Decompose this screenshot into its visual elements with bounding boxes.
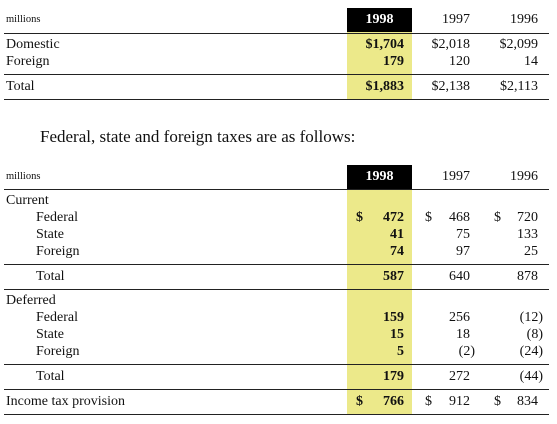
deferred-state-1998: 15	[390, 327, 404, 342]
deferred-federal-1997: 256	[449, 310, 470, 325]
deferred-total-1996: (44)	[519, 369, 543, 384]
current-foreign-label: Foreign	[36, 244, 80, 259]
table1-cell-1996: $2,099	[499, 37, 539, 52]
table1-year-1998-header: 1998	[347, 8, 412, 32]
table1-cell-1997: $2,018	[431, 37, 471, 52]
current-federal-1996: 720	[517, 210, 538, 225]
deferred-federal-1996: (12)	[519, 310, 543, 325]
table2-year-1996-header: 1996	[510, 169, 538, 184]
deferred-foreign-1998: 5	[397, 344, 404, 359]
current-state-label: State	[36, 227, 64, 242]
deferred-total-1997: 272	[449, 369, 470, 384]
current-total-1997: 640	[449, 269, 470, 284]
table1-cell-1998: $1,704	[365, 37, 405, 52]
current-federal-1997-dollar: $	[425, 210, 432, 225]
deferred-section-label: Deferred	[6, 293, 56, 308]
current-foreign-1998: 74	[390, 244, 404, 259]
current-state-1996: 133	[517, 227, 538, 242]
table1-cell-1998: 179	[383, 54, 404, 69]
table2-header-rule	[4, 189, 549, 190]
provision-1998-dollar: $	[356, 394, 363, 409]
current-total-1996: 878	[517, 269, 538, 284]
current-bottom-rule	[4, 289, 549, 290]
provision-rule	[4, 389, 549, 390]
table1-total-label: Total	[6, 79, 35, 94]
provision-label: Income tax provision	[6, 394, 125, 409]
current-federal-label: Federal	[36, 210, 78, 225]
table1-header-rule	[4, 33, 549, 34]
current-federal-1997: 468	[449, 210, 470, 225]
table2-year-1998-header: 1998	[347, 165, 412, 189]
current-state-1998: 41	[390, 227, 404, 242]
section-heading: Federal, state and foreign taxes are as …	[40, 127, 356, 146]
current-federal-1998: 472	[383, 210, 404, 225]
deferred-total-rule	[4, 364, 549, 365]
deferred-state-1997: 18	[456, 327, 470, 342]
table2-bottom-rule	[4, 414, 549, 415]
deferred-foreign-1997: (2)	[458, 344, 475, 359]
provision-1996: 834	[517, 394, 538, 409]
table1-row-label: Domestic	[6, 37, 60, 52]
deferred-state-label: State	[36, 327, 64, 342]
current-federal-1998-dollar: $	[356, 210, 363, 225]
table1-year-1996-header: 1996	[510, 12, 538, 27]
table2-year-1997-header: 1997	[442, 169, 470, 184]
provision-1996-dollar: $	[494, 394, 501, 409]
table1-cell-1997: 120	[449, 54, 470, 69]
deferred-state-1996: (8)	[526, 327, 543, 342]
provision-1997-dollar: $	[425, 394, 432, 409]
table1-bottom-rule	[4, 99, 549, 100]
current-section-label: Current	[6, 193, 49, 208]
table2-1998-highlight	[347, 189, 412, 415]
table1-year-1997-header: 1997	[442, 12, 470, 27]
deferred-federal-label: Federal	[36, 310, 78, 325]
table1-unit-label: millions	[6, 14, 41, 25]
table1-total-rule	[4, 74, 549, 75]
current-foreign-1996: 25	[524, 244, 538, 259]
deferred-total-1998: 179	[383, 369, 404, 384]
current-foreign-1997: 97	[456, 244, 470, 259]
deferred-foreign-label: Foreign	[36, 344, 80, 359]
table1-total-1997: $2,138	[431, 79, 471, 94]
current-total-rule	[4, 264, 549, 265]
deferred-federal-1998: 159	[383, 310, 404, 325]
table1-total-1996: $2,113	[500, 79, 538, 94]
provision-1998: 766	[383, 394, 404, 409]
table1-cell-1996: 14	[524, 54, 538, 69]
table2-unit-label: millions	[6, 171, 41, 182]
current-total-1998: 587	[383, 269, 404, 284]
table1-1998-highlight	[347, 32, 412, 99]
provision-1997: 912	[449, 394, 470, 409]
current-state-1997: 75	[456, 227, 470, 242]
table1-row-label: Foreign	[6, 54, 50, 69]
current-federal-1996-dollar: $	[494, 210, 501, 225]
deferred-foreign-1996: (24)	[519, 344, 543, 359]
deferred-total-label: Total	[36, 369, 65, 384]
current-total-label: Total	[36, 269, 65, 284]
table1-total-1998: $1,883	[365, 79, 405, 94]
